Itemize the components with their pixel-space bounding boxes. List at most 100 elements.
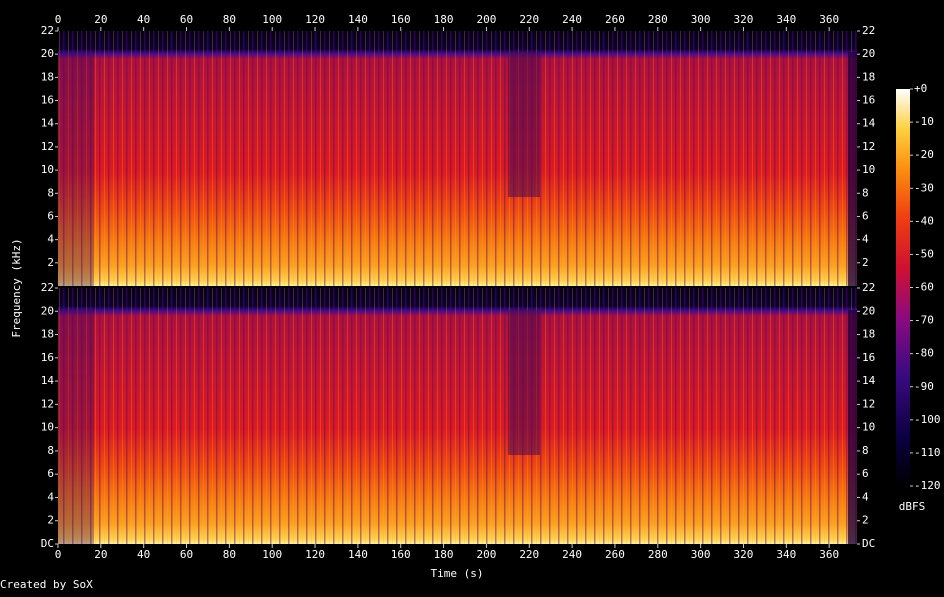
- y-tick-label: 4: [47, 233, 54, 246]
- x-tick-label: 160: [391, 13, 411, 26]
- x-tick-label: 100: [262, 548, 282, 561]
- colorbar-tick-label: -20: [914, 148, 934, 161]
- y-tick-label: 12: [862, 397, 875, 410]
- y-tick-label: 10: [41, 163, 54, 176]
- y-tick-label: 6: [47, 209, 54, 222]
- y-tick-label: 18: [862, 328, 875, 341]
- y-tick-label: 2: [47, 256, 54, 269]
- x-tick-label: 140: [348, 548, 368, 561]
- x-tick-label: 60: [180, 13, 193, 26]
- y-tick-label: 8: [862, 444, 869, 457]
- x-tick-label: 180: [434, 13, 454, 26]
- x-tick-label: 340: [776, 548, 796, 561]
- x-tick-label: 360: [819, 13, 839, 26]
- y-tick-label: 16: [41, 94, 54, 107]
- y-tick-label: 22: [41, 281, 54, 294]
- y-tick-label: 10: [862, 163, 875, 176]
- colorbar-tick-label: -80: [914, 347, 934, 360]
- y-tick-label: 16: [41, 351, 54, 364]
- y-tick-label: DC: [862, 537, 875, 550]
- y-tick-label: 6: [862, 209, 869, 222]
- y-tick-label: 14: [862, 117, 876, 130]
- colorbar-tick-label: -120: [914, 479, 941, 492]
- x-tick-label: 120: [305, 548, 325, 561]
- credit: Created by SoX: [0, 578, 93, 591]
- y-tick-label: 12: [41, 397, 54, 410]
- channel-2-image: [58, 288, 857, 544]
- y-tick-label: 6: [47, 467, 54, 480]
- x-tick-label: 280: [648, 13, 668, 26]
- y-tick-label: 18: [862, 70, 875, 83]
- y-tick-label: 22: [862, 24, 875, 37]
- x-tick-label: 60: [180, 548, 193, 561]
- x-tick-label: 140: [348, 13, 368, 26]
- colorbar-tick-label: -110: [914, 446, 941, 459]
- y-tick-label: 20: [41, 47, 54, 60]
- y-tick-label: 6: [862, 467, 869, 480]
- y-tick-label: 20: [41, 304, 54, 317]
- colorbar-tick-label: -40: [914, 214, 934, 227]
- y-tick-label: 14: [41, 117, 55, 130]
- x-tick-label: 0: [55, 13, 62, 26]
- y-tick-label: 8: [47, 186, 54, 199]
- x-tick-label: 360: [819, 548, 839, 561]
- y-tick-label: 4: [862, 233, 869, 246]
- colorbar-tick-label: +0: [914, 82, 927, 95]
- x-tick-label: 120: [305, 13, 325, 26]
- x-tick-label: 200: [476, 13, 496, 26]
- y-tick-label: 18: [41, 328, 54, 341]
- y-tick-label: 12: [41, 140, 54, 153]
- x-tick-label: 280: [648, 548, 668, 561]
- y-tick-label: DC: [41, 537, 54, 550]
- x-tick-label: 100: [262, 13, 282, 26]
- x-tick-label: 220: [519, 13, 539, 26]
- colorbar-tick-label: -100: [914, 413, 941, 426]
- y-tick-label: 16: [862, 351, 875, 364]
- colorbar: [896, 89, 910, 486]
- x-tick-label: 180: [434, 548, 454, 561]
- x-tick-label: 200: [476, 548, 496, 561]
- y-tick-label: 8: [47, 444, 54, 457]
- x-tick-label: 80: [223, 548, 236, 561]
- y-tick-label: 10: [862, 421, 875, 434]
- x-tick-label: 320: [734, 13, 754, 26]
- x-tick-label: 0: [55, 548, 62, 561]
- x-tick-label: 160: [391, 548, 411, 561]
- x-axis-label: Time (s): [431, 567, 484, 580]
- y-tick-label: 4: [862, 490, 869, 503]
- colorbar-tick-label: -60: [914, 281, 934, 294]
- x-tick-label: 40: [137, 13, 150, 26]
- colorbar-tick-label: -10: [914, 115, 934, 128]
- x-tick-label: 20: [94, 13, 107, 26]
- y-tick-label: 2: [47, 514, 54, 527]
- y-tick-label: 4: [47, 490, 54, 503]
- y-tick-label: 16: [862, 94, 875, 107]
- colorbar-tick-label: -90: [914, 380, 934, 393]
- y-tick-label: 20: [862, 47, 875, 60]
- y-tick-label: 22: [862, 281, 875, 294]
- x-tick-label: 240: [562, 13, 582, 26]
- y-tick-label: 14: [41, 374, 55, 387]
- x-tick-label: 40: [137, 548, 150, 561]
- x-tick-label: 220: [519, 548, 539, 561]
- y-tick-label: 2: [862, 256, 869, 269]
- x-tick-label: 320: [734, 548, 754, 561]
- y-tick-label: 20: [862, 304, 875, 317]
- y-tick-label: 14: [862, 374, 876, 387]
- x-tick-label: 300: [691, 13, 711, 26]
- y-axis-label: Frequency (kHz): [10, 238, 23, 337]
- x-tick-label: 340: [776, 13, 796, 26]
- y-tick-label: 10: [41, 421, 54, 434]
- colorbar-tick-label: -50: [914, 247, 934, 260]
- x-tick-label: 240: [562, 548, 582, 561]
- channel-1-image: [58, 31, 857, 286]
- colorbar-tick-label: -30: [914, 181, 934, 194]
- x-tick-label: 300: [691, 548, 711, 561]
- y-tick-label: 22: [41, 24, 54, 37]
- y-tick-label: 18: [41, 70, 54, 83]
- x-tick-label: 260: [605, 548, 625, 561]
- y-tick-label: 8: [862, 186, 869, 199]
- x-tick-label: 20: [94, 548, 107, 561]
